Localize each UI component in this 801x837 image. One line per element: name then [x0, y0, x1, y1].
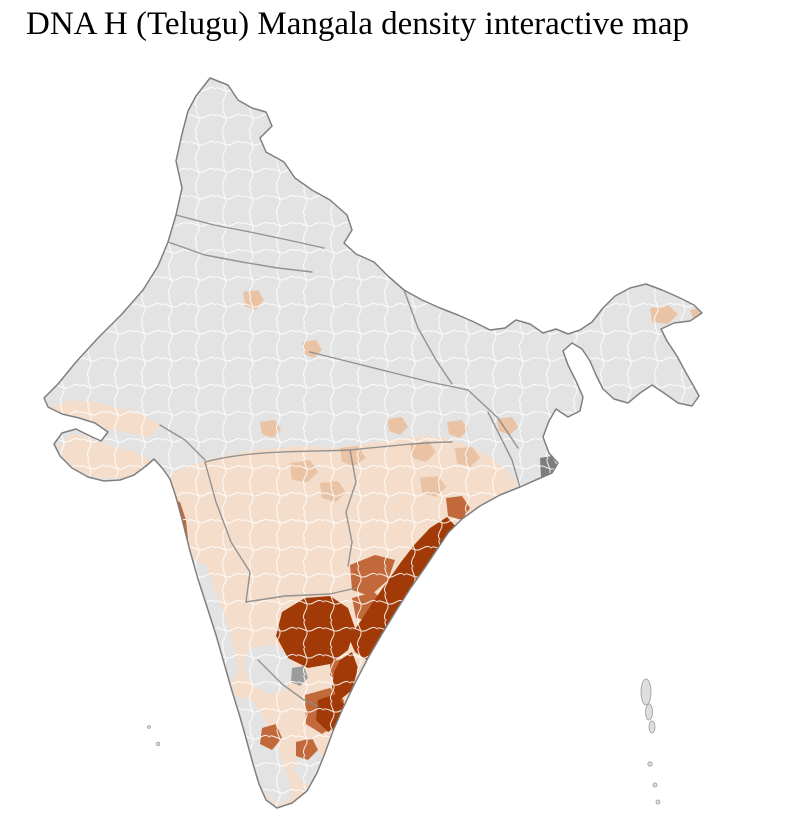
india-outline [43, 77, 703, 809]
state-borders [159, 214, 521, 707]
andaman-nicobar-islands[interactable] [640, 678, 661, 805]
lakshadweep-islands[interactable] [147, 725, 161, 747]
page-title: DNA H (Telugu) Mangala density interacti… [26, 6, 689, 42]
